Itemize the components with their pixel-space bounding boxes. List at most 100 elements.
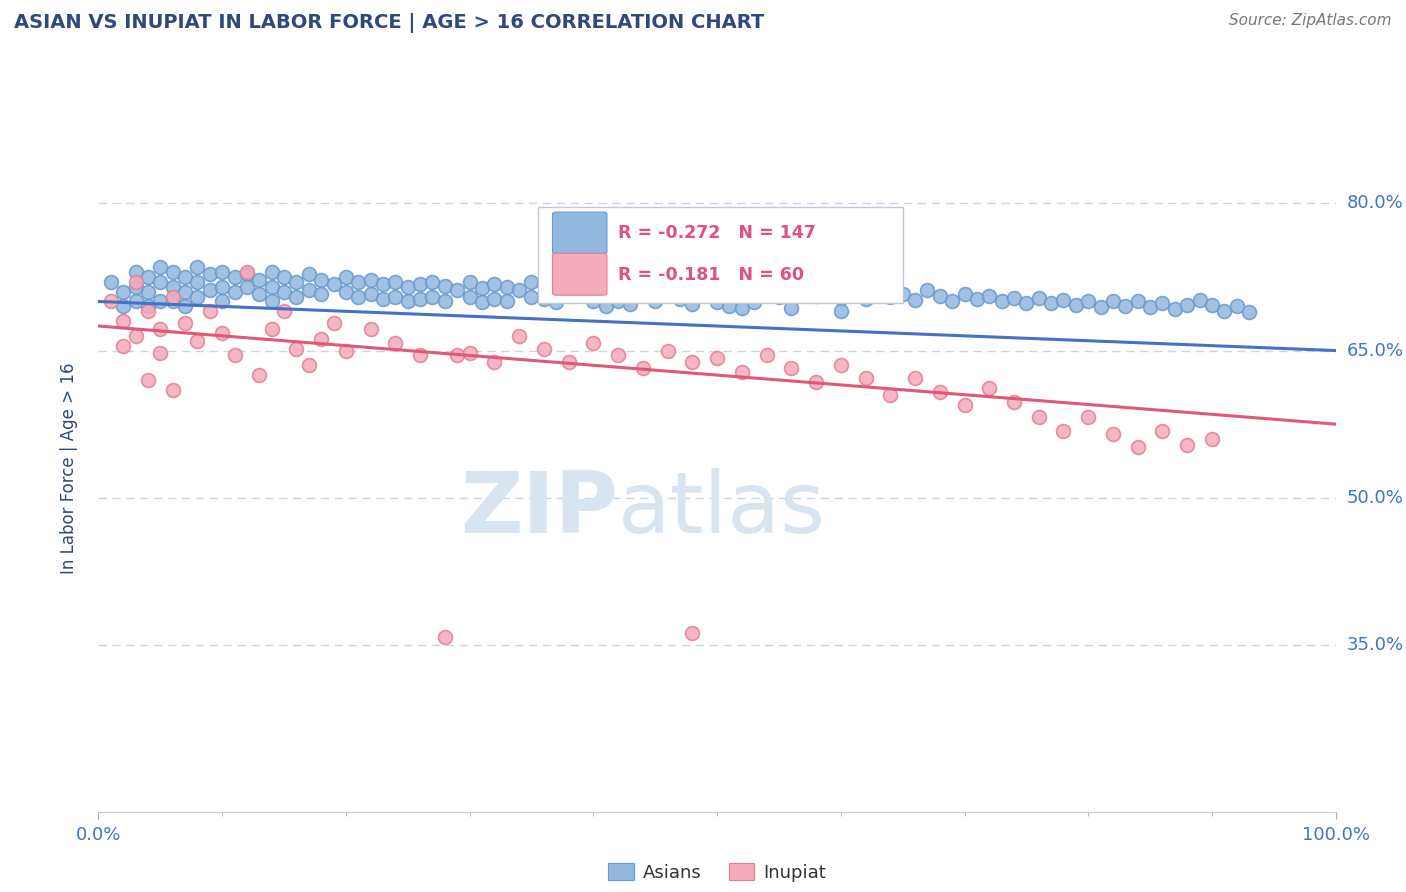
Point: [742, 295, 765, 310]
Point: [595, 285, 617, 299]
Point: [124, 275, 146, 289]
Point: [186, 260, 208, 275]
Point: [804, 375, 827, 389]
Point: [309, 332, 332, 346]
Point: [1052, 424, 1074, 438]
Point: [409, 292, 432, 306]
Point: [298, 283, 321, 297]
Point: [335, 269, 357, 284]
Point: [100, 294, 122, 309]
Point: [793, 283, 815, 297]
Point: [273, 285, 295, 299]
Point: [422, 289, 444, 303]
Point: [149, 294, 172, 309]
Point: [347, 275, 370, 289]
Text: R = -0.181   N = 60: R = -0.181 N = 60: [619, 266, 804, 284]
Point: [830, 304, 852, 318]
Point: [260, 322, 283, 336]
Point: [247, 273, 270, 287]
Point: [607, 348, 630, 362]
Point: [100, 275, 122, 289]
Point: [1028, 291, 1050, 305]
Point: [236, 267, 259, 281]
Point: [941, 294, 963, 309]
Point: [236, 280, 259, 294]
Point: [1028, 410, 1050, 425]
Point: [681, 355, 703, 369]
Point: [546, 295, 568, 310]
Point: [742, 281, 765, 295]
Text: Source: ZipAtlas.com: Source: ZipAtlas.com: [1229, 13, 1392, 29]
Point: [112, 285, 135, 299]
Point: [458, 345, 481, 359]
Point: [360, 322, 382, 336]
Point: [546, 281, 568, 295]
Point: [1052, 293, 1074, 307]
Point: [842, 286, 865, 301]
Point: [174, 285, 197, 299]
Point: [768, 275, 790, 289]
Point: [260, 294, 283, 309]
Point: [990, 294, 1012, 309]
Point: [458, 275, 481, 289]
Point: [693, 286, 716, 301]
Point: [681, 297, 703, 311]
Point: [706, 295, 728, 310]
Point: [384, 289, 406, 303]
Point: [904, 293, 927, 307]
Point: [136, 300, 159, 314]
Point: [149, 322, 172, 336]
Point: [1237, 305, 1260, 319]
Point: [631, 286, 654, 301]
Point: [1064, 298, 1087, 312]
Text: 65.0%: 65.0%: [1347, 342, 1403, 359]
Point: [211, 294, 233, 309]
Point: [533, 342, 555, 356]
Point: [211, 280, 233, 294]
Point: [718, 285, 741, 299]
Point: [174, 269, 197, 284]
Point: [1002, 291, 1025, 305]
Point: [1102, 427, 1125, 442]
Point: [718, 300, 741, 314]
Point: [804, 288, 827, 302]
Point: [186, 275, 208, 289]
Point: [174, 316, 197, 330]
Point: [1175, 298, 1198, 312]
Point: [433, 630, 456, 644]
Text: R = -0.272   N = 147: R = -0.272 N = 147: [619, 224, 815, 242]
Point: [471, 295, 494, 310]
Point: [731, 365, 754, 379]
Point: [557, 355, 579, 369]
Point: [582, 335, 605, 350]
Point: [484, 292, 506, 306]
Point: [1139, 301, 1161, 315]
Point: [928, 288, 950, 302]
Point: [186, 334, 208, 348]
Point: [1152, 296, 1174, 310]
Point: [458, 289, 481, 303]
Point: [879, 289, 901, 303]
Point: [335, 285, 357, 299]
Point: [335, 343, 357, 358]
Point: [1090, 301, 1112, 315]
Point: [149, 275, 172, 289]
Text: 80.0%: 80.0%: [1347, 194, 1403, 212]
Point: [236, 265, 259, 279]
Point: [755, 348, 778, 362]
Point: [817, 285, 839, 299]
Point: [396, 294, 419, 309]
Point: [174, 300, 197, 314]
Point: [247, 368, 270, 382]
Point: [198, 304, 221, 318]
Point: [979, 381, 1001, 395]
Point: [780, 286, 803, 301]
Point: [520, 275, 543, 289]
Point: [433, 293, 456, 308]
Point: [124, 280, 146, 294]
Point: [1226, 300, 1249, 314]
Point: [979, 288, 1001, 302]
Point: [1126, 440, 1149, 454]
Point: [124, 328, 146, 343]
Point: [533, 277, 555, 291]
